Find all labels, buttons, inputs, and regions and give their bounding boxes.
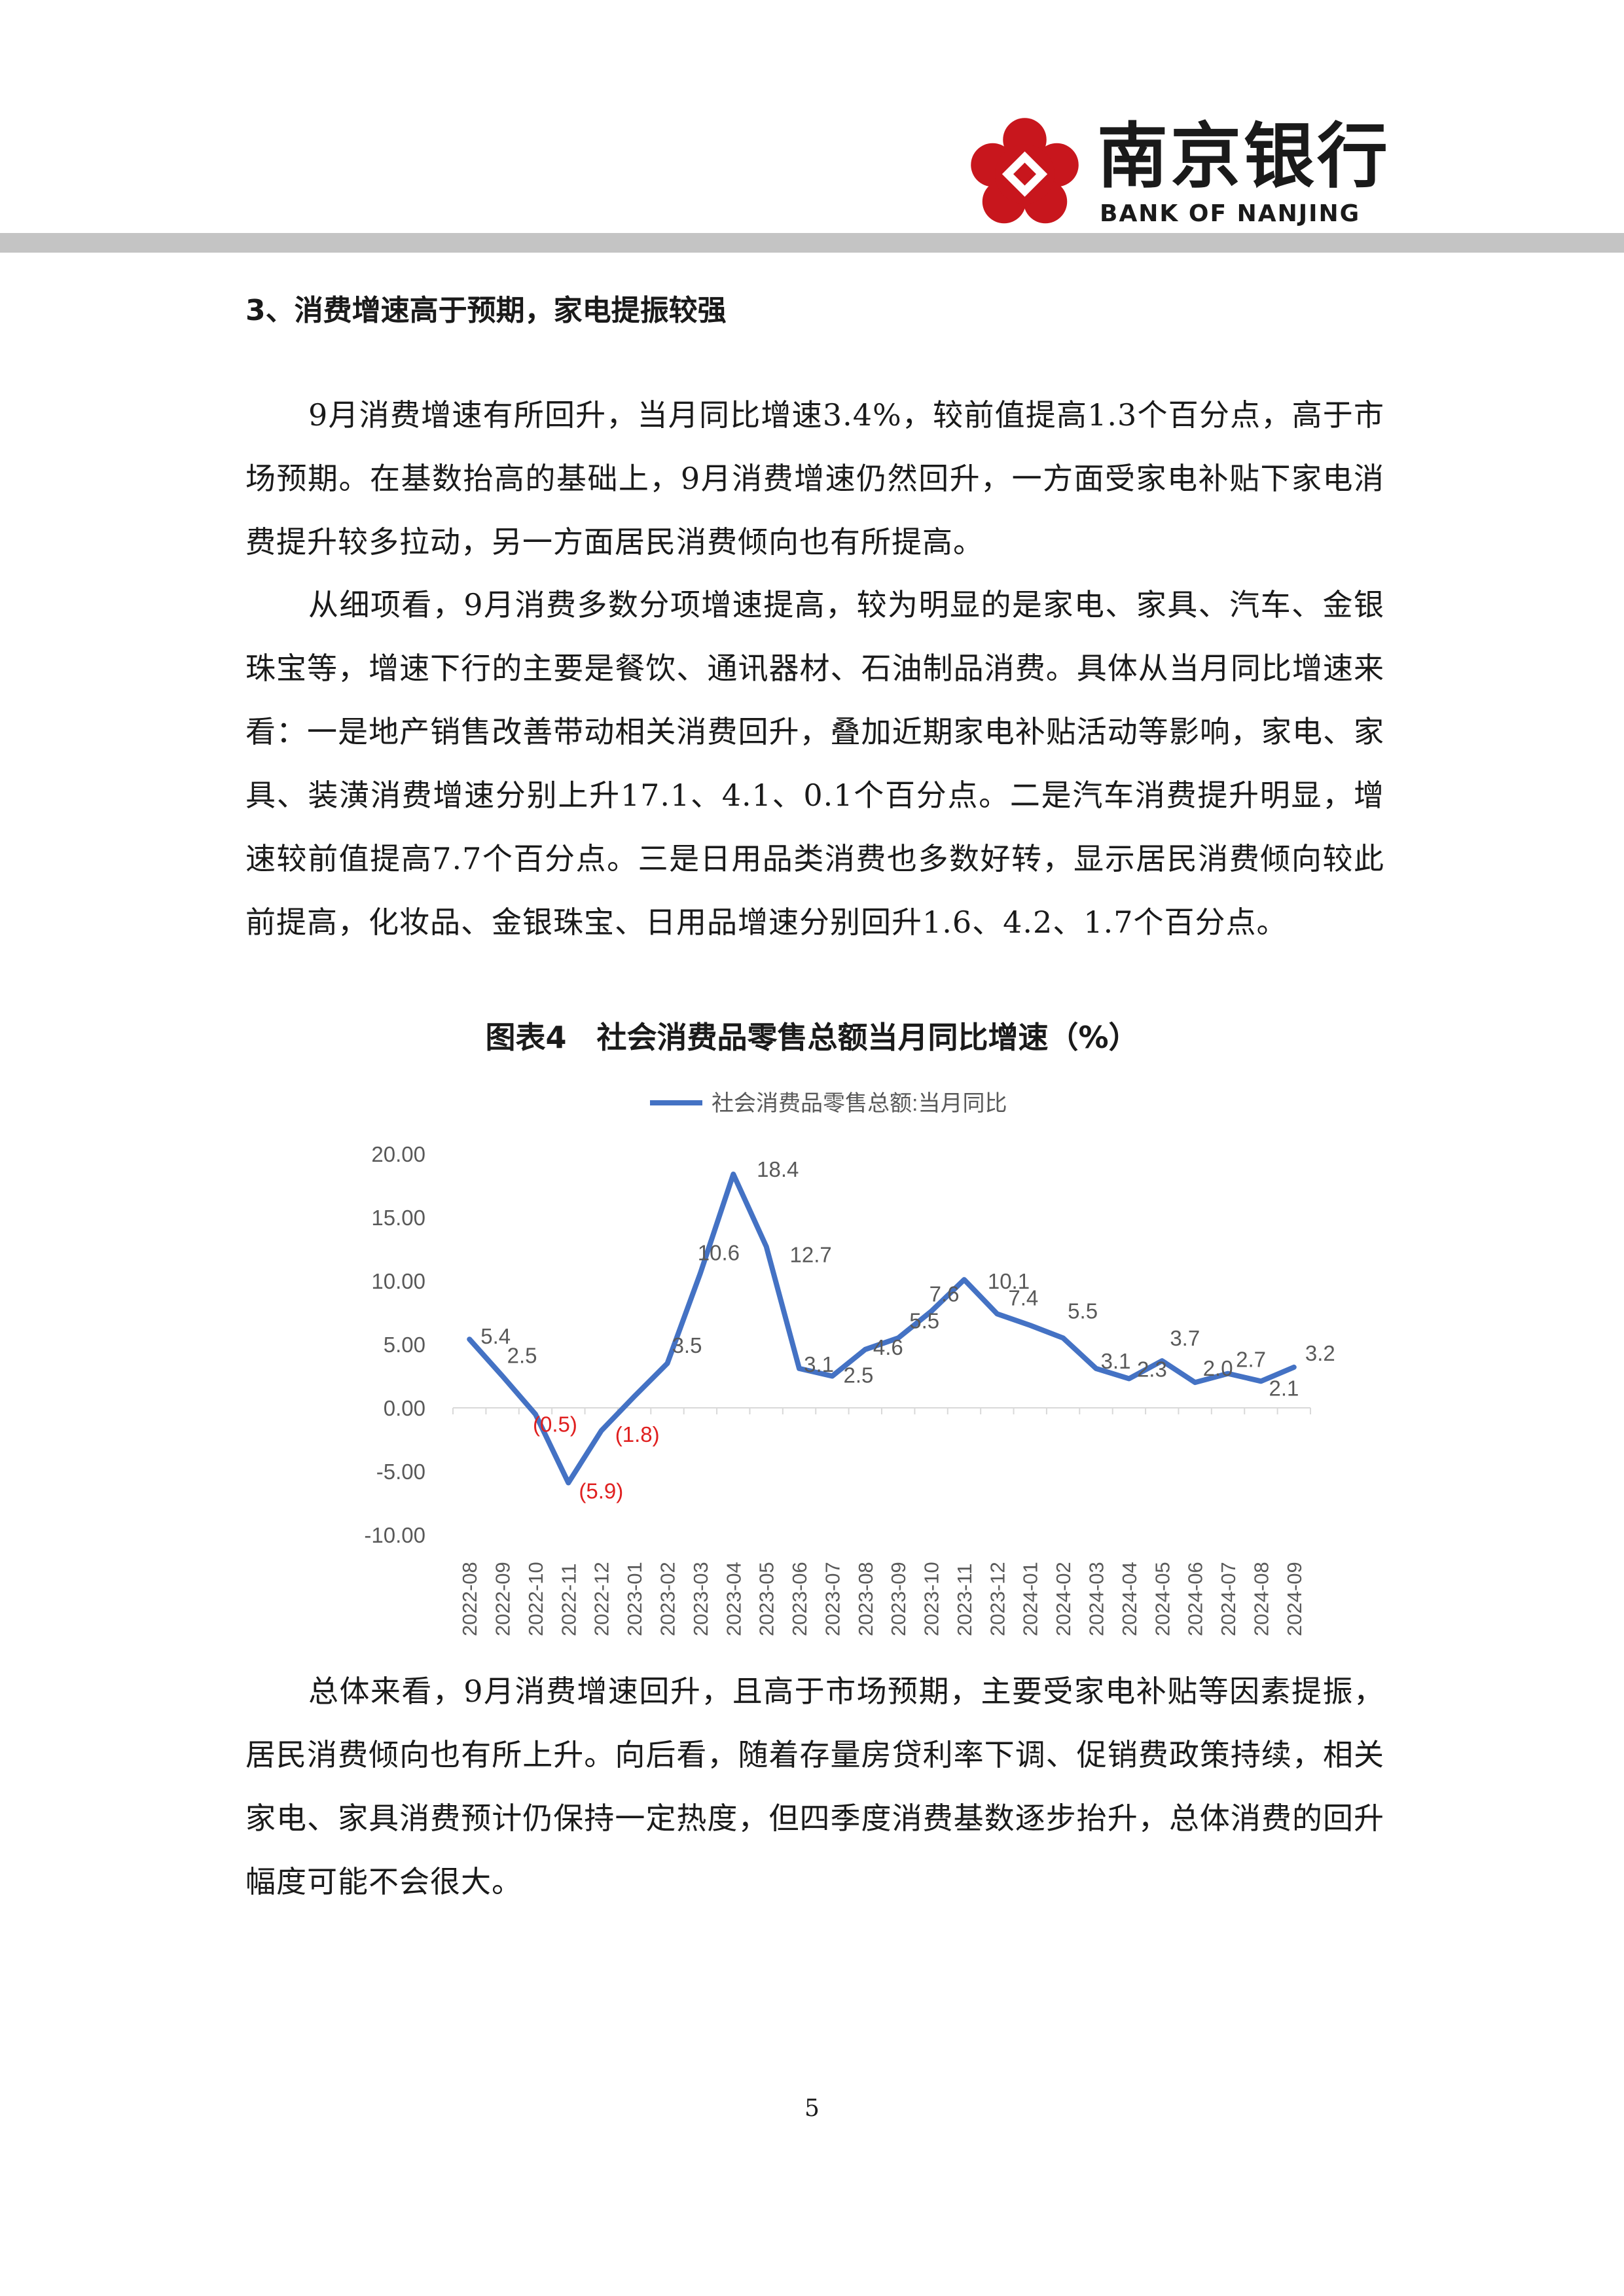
x-tick-label: 2022-12 (590, 1562, 613, 1636)
x-tick-label: 2023-12 (986, 1562, 1009, 1636)
x-tick-label: 2023-08 (854, 1562, 877, 1636)
y-tick-label: 15.00 (371, 1206, 425, 1230)
chart-title: 图表4 社会消费品零售总额当月同比增速（%） (485, 1020, 1139, 1055)
data-label: 7.6 (929, 1282, 960, 1306)
data-label: (1.8) (615, 1422, 660, 1446)
data-label: 5.5 (909, 1308, 939, 1333)
section-heading: 3、消费增速高于预期，家电提振较强 (245, 294, 727, 327)
data-label: 2.0 (1203, 1356, 1233, 1380)
data-label: 10.1 (988, 1269, 1030, 1293)
x-tick-label: 2023-01 (623, 1562, 646, 1636)
x-tick-label: 2022-09 (492, 1562, 514, 1636)
data-label: 2.7 (1236, 1348, 1266, 1372)
data-label: 7.4 (1008, 1285, 1038, 1310)
x-tick-label: 2023-07 (821, 1562, 844, 1636)
x-tick-label: 2023-03 (689, 1562, 712, 1636)
data-label: 5.5 (1068, 1299, 1098, 1323)
data-label: 3.1 (1101, 1349, 1131, 1373)
x-tick-label: 2022-10 (524, 1562, 547, 1636)
x-tick-label: 2023-02 (657, 1562, 679, 1636)
data-label: 3.5 (672, 1333, 702, 1357)
data-label: 10.6 (698, 1240, 740, 1265)
bank-name-cn: 南京银行 (1097, 116, 1391, 198)
x-tick-label: 2023-10 (920, 1562, 943, 1636)
x-tick-label: 2024-05 (1151, 1562, 1174, 1636)
data-label: 2.3 (1137, 1357, 1167, 1381)
x-tick-label: 2024-07 (1217, 1562, 1240, 1636)
x-tick-label: 2022-08 (458, 1562, 481, 1636)
x-tick-label: 2024-01 (1019, 1562, 1042, 1636)
y-tick-label: -5.00 (376, 1460, 425, 1484)
page-number: 5 (804, 2095, 820, 2122)
body-paragraph-3: 总体来看，9月消费增速回升，且高于市场预期，主要受家电补贴等因素提振，居民消费倾… (245, 1674, 1384, 1899)
x-tick-label: 2023-09 (887, 1562, 910, 1636)
y-tick-label: -10.00 (364, 1523, 425, 1547)
x-tick-label: 2023-05 (755, 1562, 778, 1636)
y-tick-label: 0.00 (384, 1396, 425, 1420)
data-label: (5.9) (579, 1479, 623, 1503)
data-label: 2.5 (507, 1344, 537, 1368)
data-label: 2.1 (1269, 1376, 1299, 1400)
legend-label: 社会消费品零售总额:当月同比 (712, 1091, 1007, 1116)
x-tick-label: 2024-04 (1118, 1562, 1141, 1636)
data-label: 4.6 (873, 1335, 903, 1359)
bank-logo-icon (971, 118, 1079, 224)
y-tick-label: 5.00 (384, 1333, 425, 1357)
data-label: 2.5 (843, 1363, 873, 1388)
x-tick-label: 2024-06 (1184, 1562, 1207, 1636)
x-tick-label: 2023-04 (722, 1562, 745, 1636)
data-label: 12.7 (790, 1243, 832, 1267)
line-chart: 社会消费品零售总额:当月同比 20.00 15.00 10.00 5.00 0.00 -5.… (364, 1091, 1335, 1636)
x-tick-label: 2022-11 (557, 1564, 580, 1636)
data-label: 5.4 (480, 1324, 511, 1348)
y-tick-label: 20.00 (371, 1142, 425, 1166)
x-tick-label: 2023-11 (953, 1564, 976, 1636)
data-label: 18.4 (757, 1157, 799, 1181)
x-tick-label: 2024-02 (1052, 1562, 1075, 1636)
body-paragraph-1: 9月消费增速有所回升，当月同比增速3.4%，较前值提高1.3个百分点，高于市场预… (245, 397, 1384, 560)
x-tick-label: 2024-03 (1085, 1562, 1108, 1636)
bank-name-en: BANK OF NANJING (1100, 200, 1361, 227)
data-label: 3.1 (804, 1352, 834, 1376)
x-tick-label: 2024-09 (1283, 1562, 1306, 1636)
body-paragraph-2: 从细项看，9月消费多数分项增速提高，较为明显的是家电、家具、汽车、金银珠宝等，增… (245, 587, 1384, 940)
data-label: (0.5) (533, 1412, 577, 1437)
data-label: 3.2 (1305, 1341, 1335, 1365)
x-tick-label: 2023-06 (788, 1562, 811, 1636)
series-line (467, 1172, 1297, 1486)
data-label: 3.7 (1170, 1326, 1200, 1350)
x-tick-label: 2024-08 (1250, 1562, 1272, 1636)
y-tick-label: 10.00 (371, 1269, 425, 1293)
header-divider (0, 233, 1624, 253)
